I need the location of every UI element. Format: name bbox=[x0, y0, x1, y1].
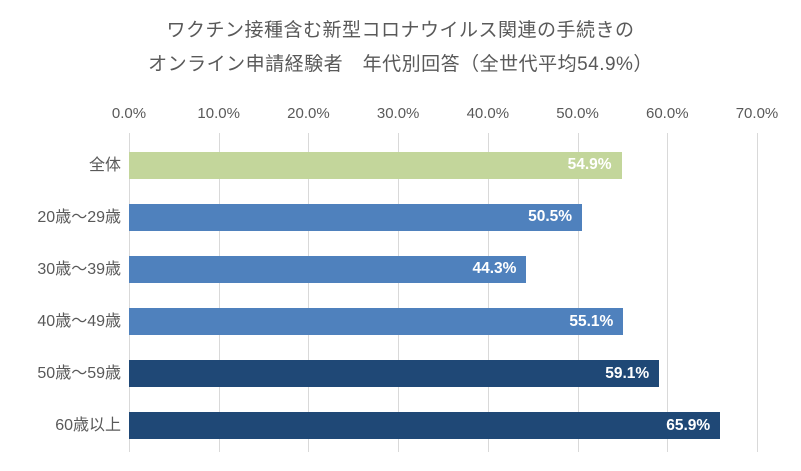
category-label: 30歳〜39歳 bbox=[37, 260, 121, 278]
bar-value-label: 55.1% bbox=[569, 312, 614, 330]
bar: 50.5% bbox=[129, 203, 583, 231]
gridline bbox=[218, 133, 220, 452]
x-axis-tick-label: 30.0% bbox=[376, 105, 420, 122]
category-label: 50歳〜59歳 bbox=[37, 365, 121, 383]
x-axis-tick-label: 20.0% bbox=[287, 105, 330, 122]
gridline bbox=[577, 133, 579, 452]
bar-value-label: 44.3% bbox=[472, 260, 517, 278]
x-axis-tick-label: 40.0% bbox=[466, 105, 510, 122]
category-label: 40歳〜49歳 bbox=[37, 313, 121, 331]
x-axis-tick-label: 0.0% bbox=[111, 105, 147, 122]
x-axis-tick-label: 60.0% bbox=[646, 105, 689, 122]
gridline bbox=[667, 133, 669, 452]
chart-title-line2: オンライン申請経験者 年代別回答（全世代平均54.9%） bbox=[148, 54, 653, 75]
bar-value-label: 65.9% bbox=[666, 416, 711, 434]
gridline bbox=[308, 133, 310, 452]
category-label: 全体 bbox=[88, 156, 121, 174]
x-axis-tick-label: 70.0% bbox=[735, 105, 779, 122]
chart-title-line1: ワクチン接種含む新型コロナウイルス関連の手続きの bbox=[166, 20, 635, 41]
category-label: 60歳以上 bbox=[55, 417, 121, 435]
gridline bbox=[487, 133, 489, 452]
chart-title: ワクチン接種含む新型コロナウイルス関連の手続きの オンライン申請経験者 年代別回… bbox=[0, 14, 801, 82]
category-label: 20歳〜29歳 bbox=[37, 208, 121, 226]
bar: 59.1% bbox=[129, 360, 660, 388]
bar-value-label: 59.1% bbox=[605, 364, 650, 382]
bar: 65.9% bbox=[129, 412, 721, 440]
gridline bbox=[757, 133, 758, 452]
bar-value-label: 50.5% bbox=[528, 208, 573, 226]
bar-value-label: 54.9% bbox=[567, 156, 612, 174]
gridline bbox=[129, 133, 130, 452]
bar: 54.9% bbox=[129, 151, 622, 179]
bar: 44.3% bbox=[129, 255, 527, 283]
gridline bbox=[398, 133, 400, 452]
x-axis-tick-label: 10.0% bbox=[197, 105, 240, 122]
x-axis-tick-label: 50.0% bbox=[556, 105, 599, 122]
bar: 55.1% bbox=[129, 308, 624, 336]
